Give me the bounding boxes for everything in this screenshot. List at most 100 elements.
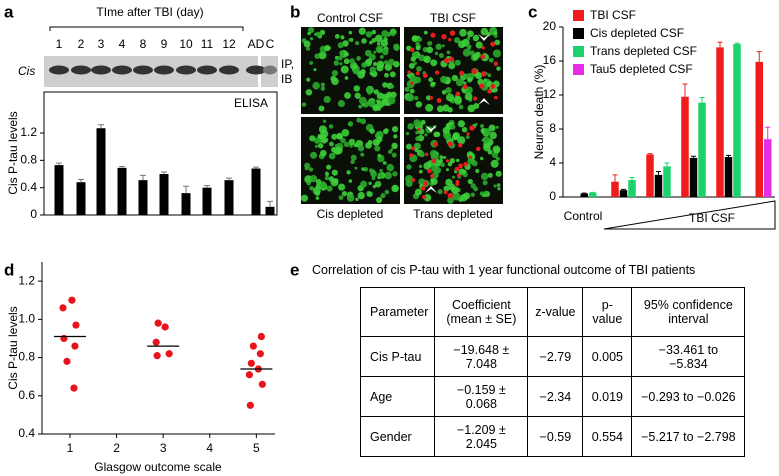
bar <box>628 180 636 197</box>
bar <box>580 193 588 197</box>
cell-blob <box>451 175 455 179</box>
cell-blob <box>441 44 445 48</box>
cell-blob <box>376 196 383 204</box>
lane-label: 1 <box>56 37 63 51</box>
header-cell: 95% confidence interval <box>631 287 746 337</box>
cell-blob <box>386 163 395 172</box>
y-tick-label: 1.2 <box>20 125 37 139</box>
cell-blob <box>337 99 345 108</box>
legend-label: TBI CSF <box>590 8 636 22</box>
cell-blob <box>462 169 467 174</box>
cell-blob <box>324 44 331 52</box>
cell-blob <box>306 77 311 82</box>
table-row: Age −0.159 ± 0.068 −2.34 0.019 −0.293 to −0.… <box>359 376 746 417</box>
cell-blob <box>376 42 381 46</box>
cell-blob <box>309 185 314 191</box>
cell-blob <box>438 53 444 59</box>
tau-dot <box>490 41 496 47</box>
cell-blob <box>374 145 381 152</box>
cell-blob <box>413 119 421 127</box>
tau-dot <box>430 173 435 179</box>
tau-dot <box>449 30 456 36</box>
cell-blob <box>369 128 375 134</box>
cell-blob <box>493 31 498 35</box>
cell-blob <box>427 40 433 46</box>
bar <box>724 157 733 197</box>
cell-blob <box>346 170 351 175</box>
header-cell: Parameter <box>359 287 436 337</box>
cell-blob <box>455 158 460 163</box>
cell-blob <box>406 93 415 102</box>
tau-dot <box>436 98 442 103</box>
error-bar <box>612 174 618 182</box>
micrograph <box>301 27 400 114</box>
panel-label: a <box>4 2 14 21</box>
cell-blob <box>405 174 414 184</box>
bar <box>589 192 597 197</box>
cell-blob <box>424 133 428 137</box>
tau-dot <box>479 83 485 89</box>
cell-blob <box>341 128 350 137</box>
y-axis-label: Cis P-tau levels <box>6 306 20 389</box>
arrowhead <box>478 34 490 41</box>
bar <box>681 96 689 197</box>
cell-blob <box>454 95 462 104</box>
tau-dot <box>469 125 475 131</box>
cell-blob <box>430 59 438 67</box>
cell-blob <box>404 86 410 92</box>
cell-blob <box>408 62 415 69</box>
cell-blob <box>379 168 383 173</box>
cell-blob <box>391 152 397 158</box>
legend-swatch <box>573 28 584 39</box>
legend-label: Tau5 depleted CSF <box>590 62 693 76</box>
cell-blob <box>482 180 488 186</box>
cell-blob <box>492 145 501 154</box>
cell-blob <box>390 147 394 152</box>
data-point <box>258 380 266 388</box>
cell-blob <box>446 50 451 55</box>
cell-blob <box>307 27 315 34</box>
tau-dot <box>466 132 470 136</box>
tau-dot <box>455 182 460 187</box>
cell-blob <box>337 55 343 61</box>
data-point <box>161 323 169 331</box>
blot-band <box>263 65 277 75</box>
cell-blob <box>448 62 456 70</box>
tau-dot <box>456 173 461 178</box>
cell-blob <box>437 189 443 195</box>
cell-blob <box>350 159 355 165</box>
cell-blob <box>467 30 474 38</box>
cell-blob <box>409 75 418 84</box>
cell-blob <box>491 151 499 159</box>
cell-blob <box>489 131 497 140</box>
cell-blob <box>433 131 439 138</box>
error-bar <box>647 153 653 155</box>
cell-blob <box>484 128 491 136</box>
legend-swatch <box>573 64 584 75</box>
tau-dot <box>432 159 436 164</box>
row-caption: Trans depleted <box>413 207 493 221</box>
cell-blob <box>416 65 422 72</box>
tau-dot <box>410 47 415 53</box>
cell-blob <box>304 162 311 169</box>
tau-dot <box>417 127 421 131</box>
x-tick-label: 1 <box>67 441 74 455</box>
legend-label: Trans depleted CSF <box>590 44 697 58</box>
cell-blob <box>458 104 464 110</box>
cell-blob <box>306 181 311 186</box>
blot-band <box>112 65 132 75</box>
tau-dot <box>433 141 439 147</box>
tau-dot <box>476 146 481 152</box>
blot-header: TIme after TBI (day) <box>96 5 203 19</box>
cell-blob <box>479 156 484 161</box>
cell-blob <box>387 96 396 105</box>
cell-blob <box>430 165 438 172</box>
lane-label: C <box>266 37 275 51</box>
tau-dot <box>454 166 460 172</box>
cell-blob <box>466 151 474 158</box>
blot-band <box>71 65 91 75</box>
cell-blob <box>434 51 439 56</box>
y-tick-label: 1.2 <box>18 273 35 287</box>
cell-blob <box>360 118 367 125</box>
error-bar <box>183 185 189 194</box>
